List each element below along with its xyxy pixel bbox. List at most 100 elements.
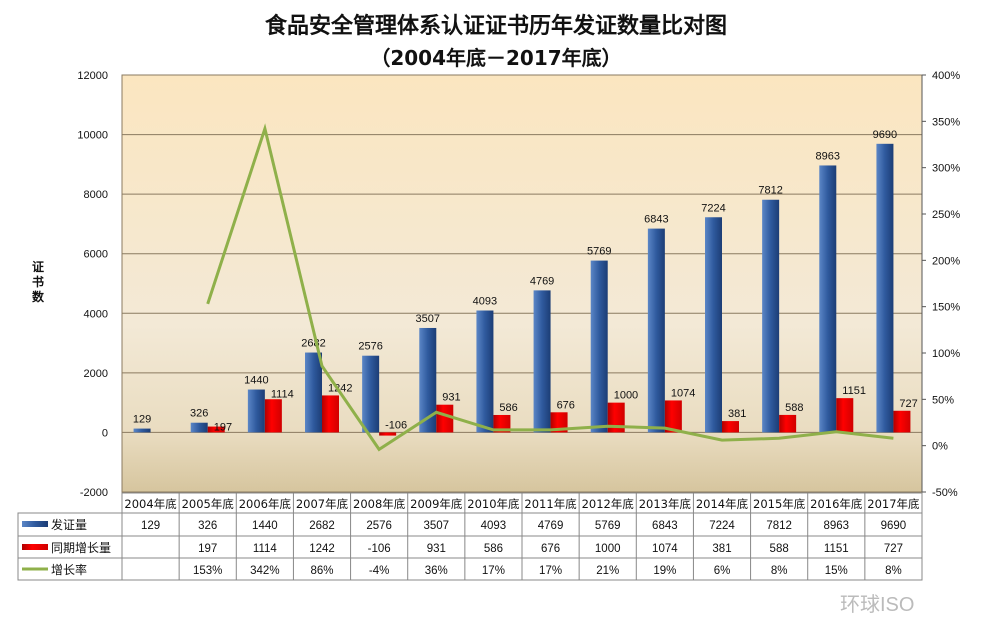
y2-tick-label: 300% — [932, 163, 960, 175]
bar-growth — [664, 400, 682, 433]
bar-label-issued: 4769 — [530, 275, 554, 287]
bar-issued — [705, 217, 722, 433]
bar-label-growth: -106 — [385, 419, 407, 431]
legend-label: 增长率 — [51, 562, 87, 577]
table-cell: -106 — [368, 543, 391, 555]
bar-growth — [493, 414, 511, 433]
table-cell: 21% — [596, 565, 619, 577]
bar-issued — [876, 143, 894, 433]
table-cell: 1074 — [652, 543, 678, 555]
table-cell: 586 — [484, 543, 503, 555]
bar-label-growth: 588 — [785, 402, 803, 414]
legend-label: 发证量 — [51, 517, 87, 532]
bar-growth — [207, 426, 225, 433]
table-cell: 676 — [541, 543, 560, 555]
y-axis-label: 证书数 — [31, 260, 44, 304]
y-tick-label: 4000 — [84, 308, 108, 320]
bar-label-issued: 129 — [133, 414, 151, 426]
bar-label-issued: 4093 — [473, 296, 497, 308]
table-cell: 6843 — [652, 520, 678, 532]
y2-tick-label: 400% — [932, 70, 960, 82]
bar-issued — [647, 228, 665, 433]
x-category-label: 2015年底 — [753, 497, 806, 511]
y-tick-label: -2000 — [80, 487, 108, 499]
y-tick-label: 6000 — [84, 249, 108, 261]
table-cell: 588 — [770, 543, 789, 555]
table-cell: 8% — [771, 565, 788, 577]
bar-label-issued: 6843 — [644, 214, 668, 226]
table-cell: 8% — [885, 565, 902, 577]
y-tick-label: 0 — [102, 427, 108, 439]
table-cell: 7812 — [766, 520, 792, 532]
y2-tick-label: 0% — [932, 441, 948, 453]
table-cell: 7224 — [709, 520, 735, 532]
x-category-label: 2011年底 — [524, 497, 577, 511]
table-cell: 4769 — [538, 520, 564, 532]
table-cell: -4% — [369, 565, 389, 577]
table-cell: 342% — [250, 565, 279, 577]
legend-key-growth — [22, 544, 48, 550]
bar-label-issued: 5769 — [587, 246, 611, 258]
chart-title: 食品安全管理体系认证证书历年发证数量比对图 — [264, 14, 727, 39]
bar-growth — [836, 398, 854, 433]
x-category-label: 2006年底 — [239, 497, 292, 511]
x-category-label: 2007年底 — [296, 497, 349, 511]
bar-label-issued: 1440 — [244, 375, 268, 387]
bar-issued — [133, 428, 151, 433]
bar-growth — [379, 432, 397, 436]
table-cell: 931 — [427, 543, 446, 555]
table-cell: 19% — [653, 565, 676, 577]
x-category-label: 2009年底 — [410, 497, 463, 511]
y2-tick-label: 50% — [932, 394, 954, 406]
bar-issued — [762, 199, 780, 433]
bar-label-issued: 8963 — [816, 150, 840, 162]
y-tick-label: 10000 — [77, 130, 108, 142]
table-cell: 9690 — [881, 520, 907, 532]
table-cell: 381 — [712, 543, 731, 555]
table-cell: 3507 — [423, 520, 449, 532]
bar-issued — [362, 355, 380, 433]
y2-tick-label: 100% — [932, 348, 960, 360]
table-cell: 36% — [425, 565, 448, 577]
bar-issued — [247, 389, 265, 433]
bar-label-issued: 2682 — [301, 338, 325, 350]
legend-key-issued — [22, 521, 48, 527]
table-cell: 727 — [884, 543, 903, 555]
bar-label-growth: 1000 — [614, 390, 638, 402]
y-tick-label: 8000 — [84, 189, 108, 201]
table-cell: 1000 — [595, 543, 621, 555]
bar-label-issued: 9690 — [873, 129, 897, 141]
x-category-label: 2008年底 — [353, 497, 406, 511]
table-cell: 153% — [193, 565, 222, 577]
watermark: 环球ISO — [840, 594, 915, 616]
bar-growth — [322, 395, 339, 433]
x-category-label: 2013年底 — [639, 497, 692, 511]
y-tick-label: 2000 — [84, 368, 108, 380]
y2-tick-label: -50% — [932, 487, 958, 499]
y2-tick-label: 250% — [932, 209, 960, 221]
table-cell: 15% — [825, 565, 848, 577]
bar-issued — [305, 352, 322, 433]
table-cell: 1151 — [824, 543, 849, 555]
bar-issued — [590, 260, 608, 433]
bar-growth — [779, 414, 797, 433]
table-cell: 1242 — [309, 543, 335, 555]
table-cell: 2576 — [366, 520, 392, 532]
bar-label-growth: 381 — [728, 408, 746, 420]
x-category-label: 2010年底 — [467, 497, 520, 511]
legend-label: 同期增长量 — [51, 541, 111, 555]
bar-label-growth: 586 — [499, 402, 517, 414]
y2-tick-label: 200% — [932, 255, 960, 267]
bar-growth — [550, 412, 568, 433]
bar-label-growth: 727 — [899, 398, 917, 410]
table-cell: 326 — [198, 520, 217, 532]
bar-label-issued: 326 — [190, 408, 208, 420]
bar-growth — [264, 399, 282, 433]
bar-label-growth: 676 — [557, 399, 575, 411]
bar-issued — [476, 310, 494, 433]
table-cell: 17% — [482, 565, 505, 577]
bar-label-growth: 931 — [442, 392, 460, 404]
x-category-label: 2014年底 — [696, 497, 749, 511]
x-category-label: 2005年底 — [182, 497, 235, 511]
